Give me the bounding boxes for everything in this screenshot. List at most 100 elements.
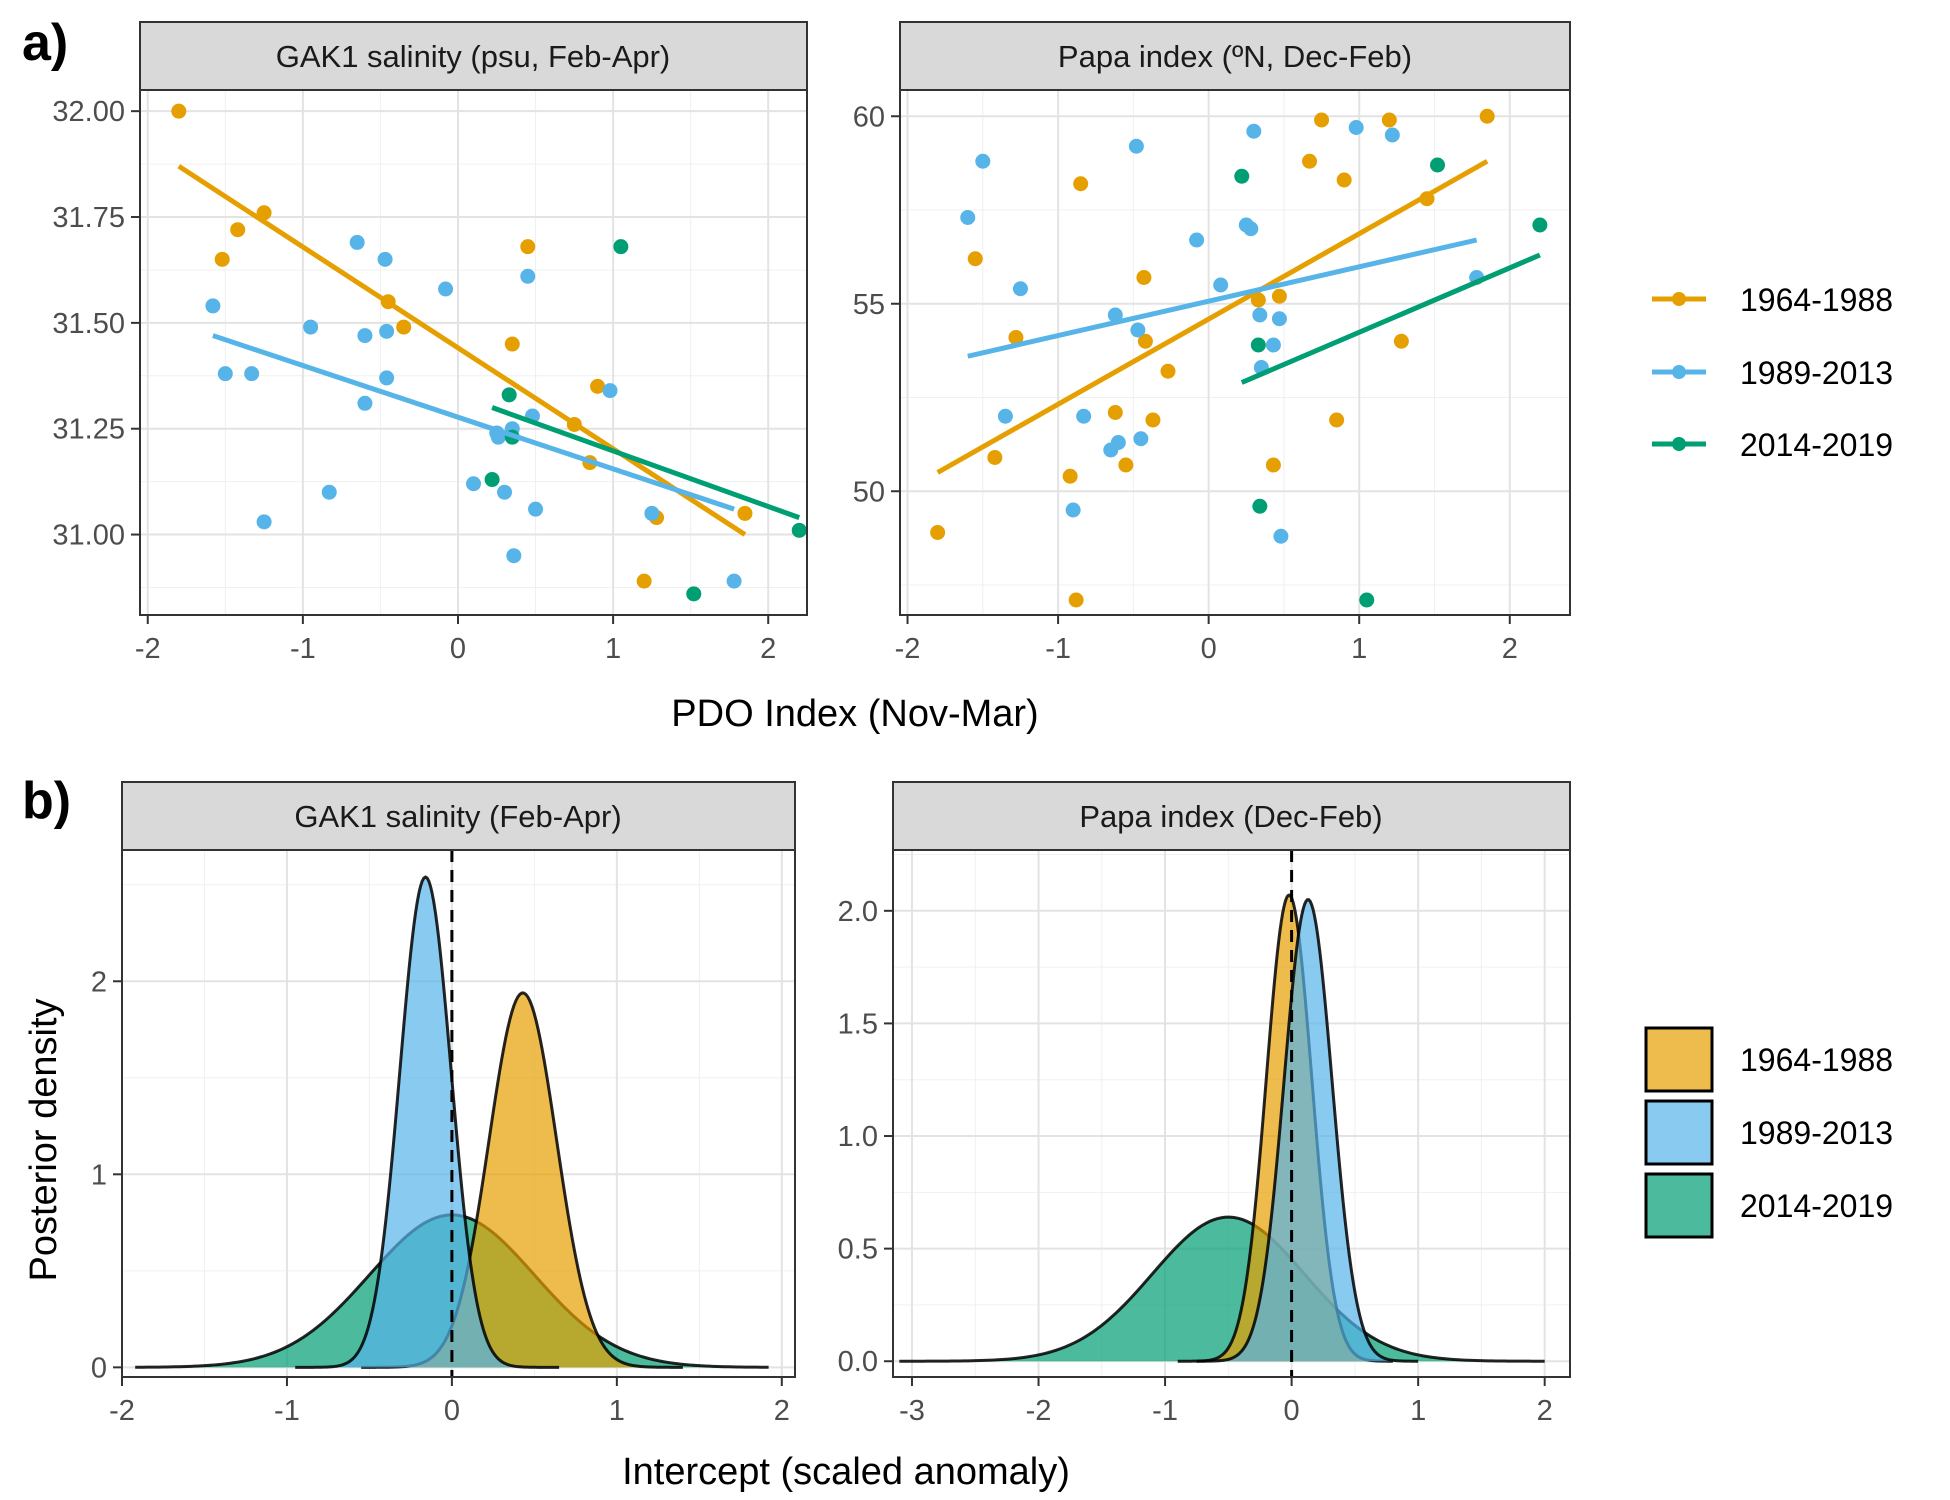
- p1-point-1964-1988: [1160, 363, 1176, 379]
- p1-point-1964-1988: [1393, 333, 1409, 349]
- p0-point-1989-2013: [726, 573, 742, 589]
- legend-b-item-1964-1988: 1964-1988: [1644, 1026, 1893, 1093]
- p1-point-2014-2019: [1250, 337, 1266, 353]
- facet-strip-papa-density: [892, 781, 1571, 851]
- p1-panel-border: [899, 89, 1571, 616]
- y-axis-title-b: Posterior density: [23, 998, 65, 1281]
- p1-point-1964-1988: [1336, 172, 1352, 188]
- p0-point-1989-2013: [438, 281, 454, 297]
- p0-point-1989-2013: [520, 268, 536, 284]
- legend-a-dot-1989-2013: [1672, 365, 1686, 379]
- p1-point-1989-2013: [1107, 307, 1123, 323]
- facet-title-papa-density: Papa index (Dec-Feb): [1079, 799, 1382, 834]
- p1-point-1989-2013: [1128, 138, 1144, 154]
- legend-b-swatch-1989-2013: [1644, 1099, 1714, 1166]
- p0-point-1989-2013: [466, 476, 481, 492]
- legend-b-swatch-1964-1988: [1644, 1026, 1714, 1093]
- p2-density-curve-1989-2013: [295, 875, 560, 1369]
- p0-point-1989-2013: [379, 370, 395, 386]
- p3-x-tick-label: 2: [1537, 1395, 1553, 1427]
- p1-point-1964-1988: [1068, 592, 1084, 608]
- p0-point-1989-2013: [357, 395, 373, 411]
- p0-point-1989-2013: [377, 251, 393, 267]
- p2-x-tick-label: -1: [274, 1395, 300, 1427]
- p1-point-1989-2013: [960, 210, 976, 225]
- p0-point-2014-2019: [613, 239, 629, 255]
- p1-x-tick-label: -1: [1045, 633, 1071, 665]
- p1-point-1989-2013: [1076, 408, 1092, 424]
- p0-x-tick-label: 1: [605, 633, 621, 665]
- p2-density-fill-1989-2013: [295, 877, 560, 1368]
- p1-point-1989-2013: [1213, 277, 1229, 293]
- facet-title-gak1-scatter: GAK1 salinity (psu, Feb-Apr): [276, 39, 671, 74]
- p1-y-tick-label: 50: [853, 476, 885, 508]
- p3-density-curve-2014-2019: [899, 1215, 1545, 1363]
- p0-point-2014-2019: [791, 522, 807, 538]
- p1-point-1989-2013: [1189, 232, 1205, 248]
- p1-point-1989-2013: [1273, 528, 1289, 544]
- legend-b-swatch-2014-2019: [1644, 1172, 1714, 1239]
- legend-b-label-1989-2013: 1989-2013: [1740, 1115, 1893, 1151]
- plot-papa-index-density: -3 -2 -1 0 1 2 0.0 0.5 1.0 1.5 2.0: [838, 849, 1571, 1427]
- p1-point-1964-1988: [930, 525, 946, 540]
- p0-point-1964-1988: [396, 319, 412, 335]
- legend-a-dot-2014-2019: [1672, 437, 1686, 451]
- p0-point-1989-2013: [528, 501, 544, 517]
- p3-x-tick-label: 0: [1284, 1395, 1300, 1427]
- p0-y-tick-label: 31.50: [52, 308, 125, 340]
- p3-density-fill-2014-2019: [899, 1217, 1545, 1362]
- p1-point-1964-1988: [1381, 112, 1397, 128]
- p0-point-1989-2013: [205, 298, 221, 314]
- p3-density-fill-1989-2013: [1196, 899, 1419, 1362]
- p1-point-1989-2013: [1243, 221, 1259, 237]
- plot-papa-index-scatter: -2 -1 0 1 2 50 55 60: [853, 89, 1571, 665]
- p1-point-1964-1988: [1302, 153, 1318, 169]
- p1-point-1964-1988: [1107, 405, 1123, 420]
- p1-fit-line-1964-1988: [936, 159, 1489, 475]
- p3-density-curve-1989-2013: [1196, 898, 1419, 1363]
- p1-point-1989-2013: [1384, 127, 1400, 143]
- p1-point-1989-2013: [1065, 502, 1081, 518]
- legend-b-label-1964-1988: 1964-1988: [1740, 1042, 1893, 1078]
- p0-point-1989-2013: [321, 484, 337, 500]
- p2-density-fill-1964-1988: [361, 992, 683, 1368]
- p0-point-2014-2019: [686, 586, 702, 602]
- p1-point-2014-2019: [1430, 157, 1446, 173]
- facet-strip-gak1-density: [121, 781, 796, 851]
- p0-point-1989-2013: [602, 383, 618, 399]
- p3-y-tick-label: 0.5: [838, 1234, 878, 1266]
- legend-a-item-1964-1988: 1964-1988: [1652, 282, 1893, 318]
- p0-x-tick-label: 2: [760, 633, 776, 665]
- p0-point-2014-2019: [501, 387, 517, 403]
- p3-y-tick-label: 1.0: [838, 1121, 878, 1153]
- p0-point-1989-2013: [379, 323, 395, 339]
- p1-point-1964-1988: [1265, 457, 1281, 473]
- p0-point-1989-2013: [349, 234, 365, 250]
- p1-point-1989-2013: [1246, 123, 1262, 139]
- p0-point-1964-1988: [737, 505, 753, 521]
- p0-plot-background: [140, 90, 807, 615]
- p0-y-tick-label: 31.00: [52, 520, 125, 552]
- p1-point-1989-2013: [997, 408, 1013, 424]
- p0-x-tick-label: -1: [290, 633, 316, 665]
- legend-b: 1964-1988 1989-2013 2014-2019: [1644, 1026, 1893, 1239]
- plot-gak1-salinity-scatter: -2 -1 0 1 2 31.00 31.25 31.50 31.75 32.00: [52, 89, 808, 665]
- p0-point-1964-1988: [171, 103, 187, 119]
- p3-x-tick-label: 1: [1410, 1395, 1426, 1427]
- p1-point-2014-2019: [1532, 217, 1548, 233]
- p3-y-tick-label: 1.5: [838, 1008, 878, 1040]
- p1-point-2014-2019: [1234, 168, 1250, 184]
- p1-point-1964-1988: [987, 450, 1003, 465]
- p1-point-1964-1988: [1271, 288, 1287, 304]
- p1-point-1989-2013: [1130, 322, 1146, 338]
- p0-point-1989-2013: [244, 366, 260, 382]
- legend-b-item-1989-2013: 1989-2013: [1644, 1099, 1893, 1166]
- facet-title-papa-scatter: Papa index (ºN, Dec-Feb): [1058, 39, 1412, 74]
- p1-point-1964-1988: [1062, 468, 1078, 484]
- p1-point-1989-2013: [975, 153, 991, 169]
- panel-label-b: b): [22, 772, 71, 830]
- p0-point-1964-1988: [214, 251, 230, 267]
- p1-y-tick-label: 60: [853, 101, 885, 133]
- p1-point-1964-1988: [1329, 412, 1345, 428]
- plot-gak1-salinity-density: -2 -1 0 1 2 0 1 2: [91, 849, 796, 1427]
